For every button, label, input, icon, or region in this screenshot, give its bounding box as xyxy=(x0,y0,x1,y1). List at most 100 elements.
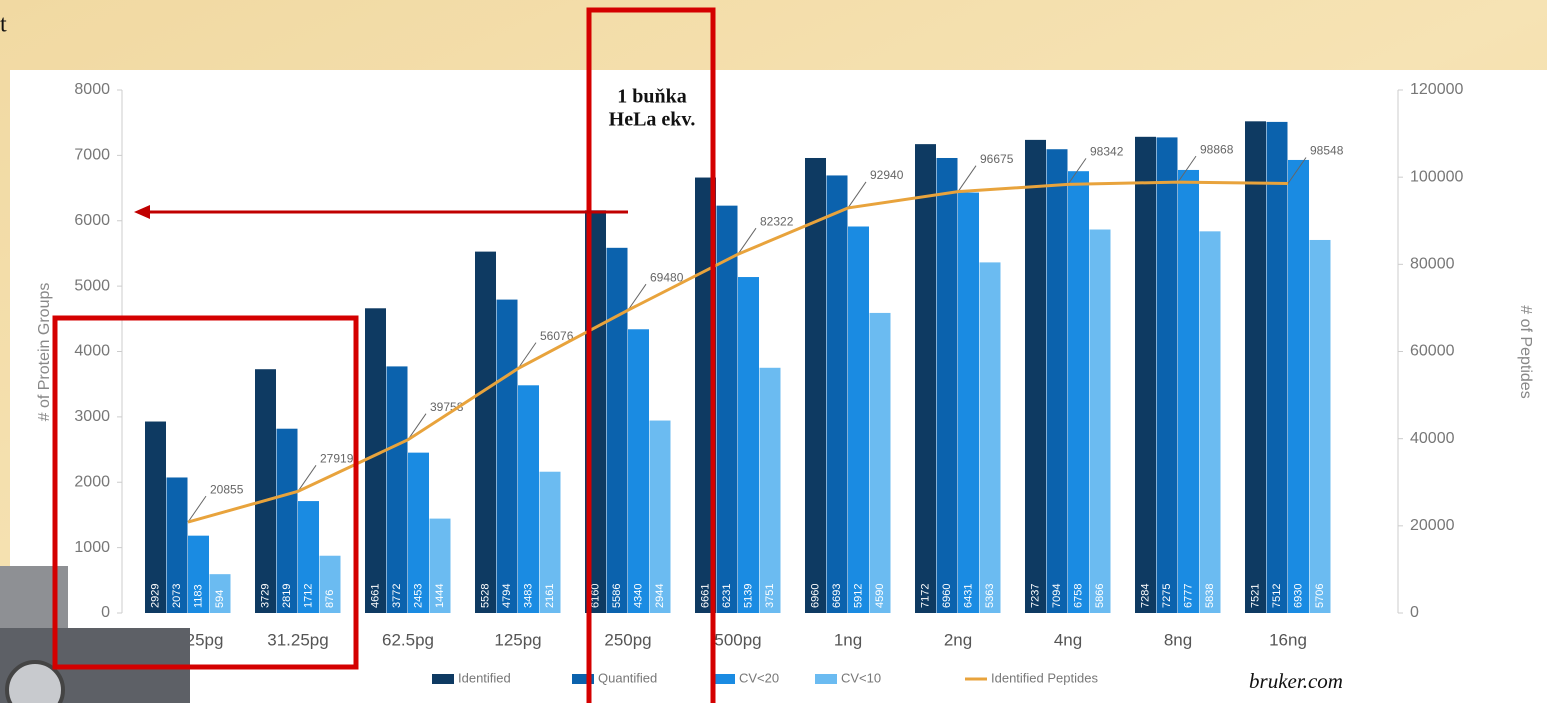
value-label: 1183 xyxy=(193,584,205,608)
value-label: 2161 xyxy=(544,584,556,608)
value-label: 27919 xyxy=(320,451,354,465)
highlight-box xyxy=(52,315,359,670)
value-label: 82322 xyxy=(760,214,794,228)
value-label: 594 xyxy=(214,590,226,608)
x-tick-label: 31.25pg xyxy=(267,630,328,649)
highlight-box xyxy=(586,7,716,703)
value-label: 6431 xyxy=(963,584,975,608)
legend-label: Quantified xyxy=(598,670,657,685)
value-label: 7512 xyxy=(1271,584,1283,608)
value-label: 2819 xyxy=(281,584,293,608)
bar xyxy=(539,471,561,613)
y-tick-label: 1000 xyxy=(74,539,110,556)
y-tick-label: 5000 xyxy=(74,277,110,294)
arrow-head xyxy=(134,205,150,219)
value-label: 7237 xyxy=(1030,584,1042,608)
bar xyxy=(298,501,319,613)
bar xyxy=(386,366,408,613)
y-tick-label: 8000 xyxy=(74,81,110,98)
bar xyxy=(1135,136,1156,613)
leader-line xyxy=(1067,158,1087,185)
value-label: 5363 xyxy=(984,584,996,608)
x-tick-label: 16ng xyxy=(1269,630,1307,649)
value-label: 7284 xyxy=(1140,584,1152,608)
x-tick-label: 4ng xyxy=(1054,630,1082,649)
value-label: 3729 xyxy=(260,584,272,608)
value-label: 5139 xyxy=(743,584,755,608)
leader-line xyxy=(957,165,977,192)
value-label: 6160 xyxy=(590,584,602,608)
bar xyxy=(429,518,451,613)
value-label: 6930 xyxy=(1293,584,1305,608)
value-label: 98342 xyxy=(1090,145,1124,159)
value-label: 3483 xyxy=(523,584,535,608)
bar xyxy=(1046,149,1068,614)
y2-tick-label: 60000 xyxy=(1410,343,1455,360)
leader-line xyxy=(297,465,317,492)
value-label: 92940 xyxy=(870,168,904,182)
value-label: 2453 xyxy=(413,584,425,608)
value-label: 4590 xyxy=(874,584,886,608)
value-label: 6693 xyxy=(831,584,843,608)
value-label: 6960 xyxy=(941,584,953,608)
value-label: 5912 xyxy=(853,584,865,608)
y-tick-label: 0 xyxy=(101,604,110,621)
value-label: 7172 xyxy=(920,584,932,608)
bar xyxy=(319,555,341,613)
bar xyxy=(496,299,518,613)
leader-line xyxy=(1287,157,1307,184)
value-label: 20855 xyxy=(210,482,244,496)
bar xyxy=(1089,229,1111,613)
value-label: 4340 xyxy=(633,584,645,608)
source: bruker.com xyxy=(1249,669,1343,693)
y-tick-label: 2000 xyxy=(74,473,110,490)
leader-line xyxy=(847,181,867,209)
bar xyxy=(188,535,209,613)
bar xyxy=(166,477,188,613)
y-tick-label: 3000 xyxy=(74,408,110,425)
leader-line xyxy=(627,283,647,311)
value-label: 7521 xyxy=(1250,584,1262,608)
bar xyxy=(209,574,231,613)
x-tick-label: 125pg xyxy=(494,630,541,649)
legend-swatch xyxy=(432,674,454,684)
y-tick-label: 7000 xyxy=(74,147,110,164)
chart: 0100020003000400050006000700080000200004… xyxy=(36,81,1534,685)
y2-tick-label: 0 xyxy=(1410,604,1419,621)
x-tick-label: 1ng xyxy=(834,630,862,649)
x-tick-label: 250pg xyxy=(604,630,651,649)
value-label: 2944 xyxy=(654,584,666,608)
bar xyxy=(869,312,891,613)
bar xyxy=(759,367,781,613)
y2-tick-label: 40000 xyxy=(1410,430,1455,447)
value-label: 7094 xyxy=(1051,584,1063,608)
bar xyxy=(1288,159,1309,614)
leader-line xyxy=(407,413,427,441)
value-label: 6777 xyxy=(1183,584,1195,608)
value-label: 98548 xyxy=(1310,144,1344,158)
value-label: 2929 xyxy=(150,584,162,608)
value-label: 5528 xyxy=(480,584,492,608)
bar xyxy=(255,369,276,613)
value-label: 5706 xyxy=(1314,584,1326,608)
bar xyxy=(408,452,429,613)
value-label: 3751 xyxy=(764,584,776,608)
bar xyxy=(649,420,671,613)
value-label: 876 xyxy=(324,590,336,608)
bar xyxy=(936,157,958,614)
annotation: HeLa ekv. xyxy=(609,109,696,131)
legend-swatch xyxy=(572,674,594,684)
bar xyxy=(276,428,298,613)
value-label: 6231 xyxy=(721,584,733,608)
value-label: 2073 xyxy=(171,584,183,608)
bar xyxy=(475,251,496,613)
value-label: 3772 xyxy=(391,584,403,608)
value-label: 6960 xyxy=(810,584,822,608)
bar xyxy=(1309,239,1331,613)
legend-label: Identified xyxy=(458,670,511,685)
value-label: 96675 xyxy=(980,152,1014,166)
legend-label: CV<10 xyxy=(841,670,881,685)
bar xyxy=(606,247,628,613)
bar xyxy=(1266,121,1288,613)
bar xyxy=(1156,137,1178,613)
